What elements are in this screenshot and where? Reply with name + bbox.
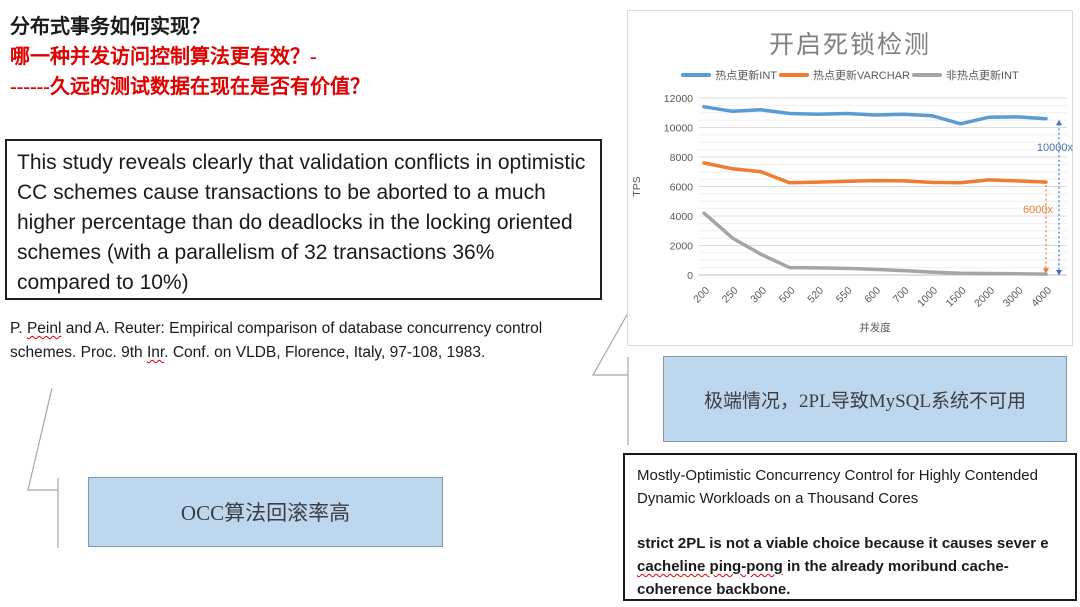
svg-text:500: 500	[777, 285, 798, 306]
svg-text:TPS: TPS	[631, 176, 643, 196]
legend-item-2: 非热点更新INT	[911, 67, 1019, 83]
svg-text:10000x: 10000x	[1037, 142, 1074, 154]
heading-line-3: ------久远的测试数据在现在是否有价值？	[10, 76, 370, 98]
legend-item-0: 热点更新INT	[681, 67, 777, 83]
study-quote-box: This study reveals clearly that validati…	[5, 139, 602, 300]
svg-text:300: 300	[748, 285, 769, 306]
heading-line-2: 哪一种并发访问控制算法更有效？-	[10, 46, 317, 68]
svg-text:6000x: 6000x	[1023, 204, 1053, 216]
occ-rollback-callout-box: OCC算法回滚率高	[88, 477, 443, 547]
legend-label: 热点更新VARCHAR	[813, 70, 910, 82]
citation-part: P.	[10, 320, 27, 337]
citation-misspelled-word: Inr	[146, 344, 165, 361]
svg-text:1500: 1500	[944, 285, 969, 310]
legend-swatch-icon	[779, 73, 809, 77]
legend-item-1: 热点更新VARCHAR	[779, 67, 910, 83]
callout-leader-left	[27, 387, 58, 491]
legend-label: 热点更新INT	[715, 70, 777, 82]
svg-text:520: 520	[805, 285, 826, 306]
svg-text:8000: 8000	[670, 152, 694, 164]
citation-text: P. Peinl and A. Reuter: Empirical compar…	[10, 317, 585, 365]
svg-text:10000: 10000	[664, 122, 693, 134]
svg-text:600: 600	[862, 285, 883, 306]
chart-title: 开启死锁检测	[768, 31, 931, 59]
chart-legend: 热点更新INT 热点更新VARCHAR 非热点更新INT	[628, 67, 1072, 83]
legend-swatch-icon	[681, 73, 712, 77]
deadlock-detection-chart: 0 2000 4000 6000 8000 10000 12000 200 250 300 500 5…	[631, 93, 1074, 334]
heading-line-1: 分布式事务如何实现？	[10, 16, 210, 38]
extreme-case-callout-text: 极端情况，2PL导致MySQL系统不可用	[704, 390, 1026, 412]
svg-text:250: 250	[720, 285, 741, 306]
citation-part: . Conf. on VLDB, Florence, Italy, 97-108…	[164, 344, 486, 361]
svg-text:0: 0	[687, 270, 693, 282]
svg-text:6000: 6000	[670, 181, 694, 193]
paper-statement-highlighted-words: cacheline ping-pong	[637, 558, 783, 575]
extreme-case-callout-box: 极端情况，2PL导致MySQL系统不可用	[663, 356, 1067, 442]
svg-text:2000: 2000	[972, 285, 997, 310]
deadlock-detection-chart-card: 开启死锁检测 热点更新INT 热点更新VARCHAR 非热点更新INT 0 2000 4…	[627, 10, 1073, 346]
paper-statement: strict 2PL is not a viable choice becaus…	[637, 532, 1063, 601]
paper-quote-box: Mostly-Optimistic Concurrency Control fo…	[623, 453, 1077, 601]
paper-statement-part: strict 2PL is not a viable choice becaus…	[637, 535, 1049, 552]
callout-leader-right	[591, 312, 629, 376]
svg-text:12000: 12000	[664, 93, 693, 105]
legend-swatch-icon	[911, 73, 942, 77]
svg-text:4000: 4000	[1029, 285, 1054, 310]
paper-statement-part: in the already moribund cache-coherence …	[637, 558, 1009, 598]
svg-text:并发度: 并发度	[859, 321, 891, 334]
svg-text:2000: 2000	[670, 240, 694, 252]
svg-text:3000: 3000	[1001, 285, 1026, 310]
svg-text:550: 550	[834, 285, 855, 306]
svg-text:4000: 4000	[670, 211, 694, 223]
citation-part: and A. Reuter: Empirical comparison of d…	[10, 320, 543, 361]
legend-label: 非热点更新INT	[945, 70, 1019, 82]
svg-text:200: 200	[691, 285, 712, 306]
study-quote-text: This study reveals clearly that validati…	[17, 151, 586, 294]
svg-text:700: 700	[891, 285, 912, 306]
paper-title: Mostly-Optimistic Concurrency Control fo…	[637, 467, 1038, 507]
citation-misspelled-word: Peinl	[26, 320, 62, 337]
slide-heading: 分布式事务如何实现？ 哪一种并发访问控制算法更有效？- ------久远的测试数…	[10, 12, 620, 102]
svg-text:1000: 1000	[915, 285, 940, 310]
occ-rollback-callout-text: OCC算法回滚率高	[180, 501, 351, 525]
